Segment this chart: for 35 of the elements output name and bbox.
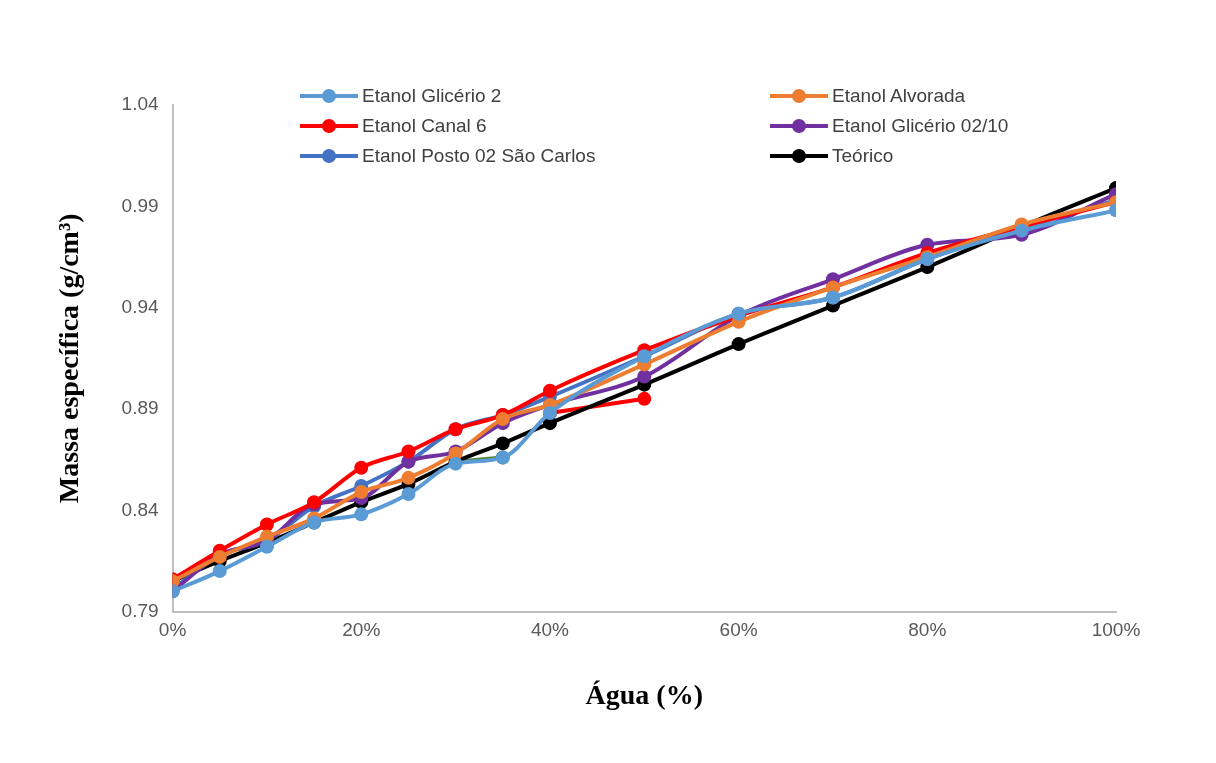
- point: [542, 383, 557, 398]
- legend-label: Teórico: [832, 145, 894, 167]
- legend-label: Etanol Posto 02 São Carlos: [362, 145, 596, 167]
- point: [637, 391, 652, 406]
- x-tick-label: 100%: [1091, 619, 1141, 641]
- point: [259, 539, 274, 554]
- point: [212, 564, 227, 579]
- point: [259, 517, 274, 532]
- point: [354, 460, 369, 475]
- point: [354, 507, 369, 522]
- legend-label: Etanol Glicério 2: [362, 85, 502, 107]
- y-tick-label: 0.84: [121, 498, 160, 520]
- y-tick-label: 0.79: [121, 599, 159, 621]
- point: [495, 436, 510, 451]
- point: [637, 369, 652, 384]
- x-tick-label: 0%: [158, 619, 187, 641]
- legend-label: Etanol Canal 6: [362, 115, 487, 137]
- legend-label: Etanol Alvorada: [832, 85, 966, 107]
- point: [401, 487, 416, 502]
- x-tick-label: 60%: [719, 619, 758, 641]
- y-tick-label: 1.04: [121, 93, 160, 115]
- point: [354, 485, 369, 500]
- y-tick-label: 0.94: [121, 295, 160, 317]
- y-axis-title: Massa específica (g/cm³): [53, 213, 85, 504]
- y-tick-label: 0.89: [121, 397, 159, 419]
- point: [731, 337, 746, 352]
- x-tick-label: 80%: [908, 619, 947, 641]
- point: [401, 444, 416, 459]
- x-tick-label: 40%: [530, 619, 570, 641]
- point: [495, 412, 510, 427]
- point: [401, 470, 416, 485]
- legend-label: Etanol Glicério 02/10: [832, 115, 1009, 137]
- x-tick-label: 20%: [342, 619, 381, 641]
- x-axis-title: Água (%): [585, 679, 704, 711]
- y-tick-label: 0.99: [121, 194, 159, 216]
